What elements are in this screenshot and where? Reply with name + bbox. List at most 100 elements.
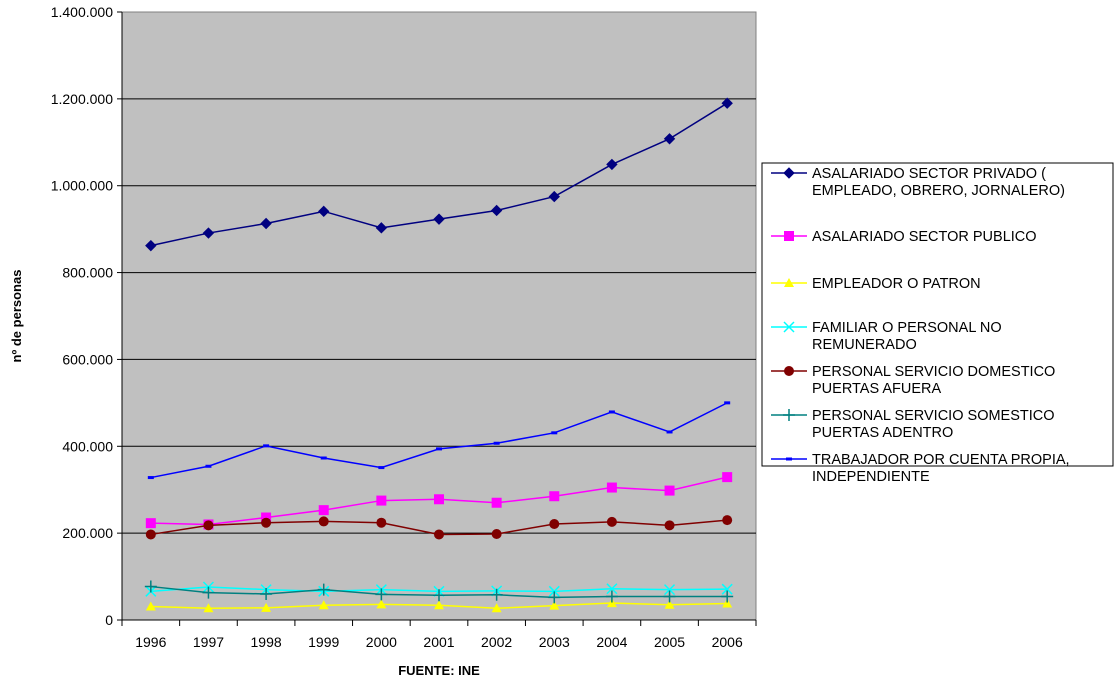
data-point — [261, 602, 272, 612]
data-point — [722, 598, 733, 608]
data-point — [724, 401, 731, 405]
data-point — [551, 431, 558, 435]
data-point — [721, 97, 733, 109]
data-point — [317, 583, 330, 596]
x-tick-label: 1998 — [251, 634, 282, 650]
series-3 — [145, 598, 733, 613]
data-point — [145, 601, 156, 611]
x-tick-label: 2003 — [539, 634, 570, 650]
data-point — [721, 590, 734, 603]
data-point — [783, 167, 795, 179]
data-point — [606, 482, 617, 493]
data-point — [606, 598, 617, 608]
x-tick-label: 2001 — [423, 634, 454, 650]
legend-entry: EMPLEADOR O PATRON — [771, 276, 981, 292]
data-point — [548, 190, 560, 203]
plot-area — [121, 11, 757, 621]
data-point — [261, 517, 272, 528]
data-point — [722, 472, 733, 483]
data-point — [664, 485, 675, 496]
y-axis-title: nº de personas — [9, 270, 24, 363]
y-tick-label: 1.200.000 — [51, 91, 113, 107]
legend-label: PERSONAL SERVICIO SOMESTICO — [812, 408, 1055, 424]
data-point — [722, 515, 733, 526]
y-tick-label: 1.400.000 — [51, 4, 113, 20]
legend-entry: ASALARIADO SECTOR PRIVADO (EMPLEADO, OBR… — [771, 166, 1065, 199]
data-point — [664, 584, 676, 596]
axes: 0 200.000 400.000 600.000 800.000 1.000.000 1.… — [51, 4, 757, 650]
data-point — [145, 529, 156, 540]
legend-label: PUERTAS ADENTRO — [812, 425, 953, 441]
data-point — [434, 494, 444, 505]
series-5 — [145, 515, 733, 540]
data-point — [606, 516, 617, 527]
x-tick-label: 2006 — [712, 634, 743, 650]
data-point — [318, 205, 330, 218]
data-point — [666, 430, 673, 434]
legend-label: PUERTAS AFUERA — [812, 381, 942, 397]
data-point — [493, 441, 500, 445]
data-point — [145, 239, 157, 252]
data-point — [784, 278, 794, 287]
data-point — [784, 231, 794, 241]
data-point — [605, 590, 618, 603]
data-point — [260, 217, 272, 230]
data-point — [145, 518, 156, 529]
data-point — [606, 158, 618, 171]
data-point — [721, 583, 733, 595]
y-tick-label: 0 — [105, 612, 113, 628]
series-6 — [144, 580, 734, 604]
data-point — [318, 600, 329, 610]
gridlines — [122, 98, 756, 534]
data-point — [205, 464, 212, 468]
x-tick-label: 1997 — [193, 634, 224, 650]
legend-label: EMPLEADO, OBRERO, JORNALERO) — [812, 183, 1065, 199]
data-point — [606, 583, 618, 595]
legend-label: TRABAJADOR POR CUENTA PROPIA, — [812, 452, 1070, 468]
legend-label: ASALARIADO SECTOR PUBLICO — [812, 229, 1037, 245]
x-tick-label: 1996 — [135, 634, 166, 650]
y-tick-label: 600.000 — [62, 351, 113, 367]
legend-entry: TRABAJADOR POR CUENTA PROPIA,INDEPENDIEN… — [771, 452, 1070, 485]
data-point — [263, 444, 270, 448]
data-point — [320, 456, 327, 460]
x-tick-label: 2000 — [366, 634, 397, 650]
data-point — [490, 588, 503, 601]
legend-label: REMUNERADO — [812, 337, 917, 353]
data-point — [375, 222, 388, 234]
data-point — [433, 589, 445, 602]
data-point — [203, 603, 214, 613]
data-point — [549, 519, 560, 530]
data-point — [378, 466, 385, 470]
data-point — [147, 476, 154, 480]
data-point — [491, 497, 502, 508]
data-point — [203, 520, 214, 531]
series-7 — [147, 401, 731, 480]
legend-label: ASALARIADO SECTOR PRIVADO ( — [812, 166, 1046, 182]
data-point — [784, 366, 794, 376]
data-point — [663, 590, 676, 603]
data-point — [433, 213, 445, 225]
legend-label: PERSONAL SERVICIO DOMESTICO — [812, 364, 1055, 380]
x-tick-label: 2004 — [596, 634, 627, 650]
data-point — [548, 591, 561, 604]
y-tick-label: 800.000 — [62, 265, 113, 281]
data-point — [376, 517, 387, 528]
data-point — [548, 585, 560, 597]
data-point — [202, 227, 215, 239]
legend-label: FAMILIAR O PERSONAL NO — [812, 320, 1002, 336]
data-point — [202, 586, 215, 599]
legend-label: EMPLEADOR O PATRON — [812, 276, 981, 292]
data-point — [549, 491, 560, 502]
data-point — [491, 529, 502, 540]
data-point — [376, 495, 387, 506]
data-point — [436, 447, 442, 451]
data-point — [783, 409, 795, 421]
x-tick-label: 2005 — [654, 634, 685, 650]
data-point — [549, 600, 560, 610]
data-point — [608, 410, 615, 414]
data-point — [663, 133, 676, 145]
